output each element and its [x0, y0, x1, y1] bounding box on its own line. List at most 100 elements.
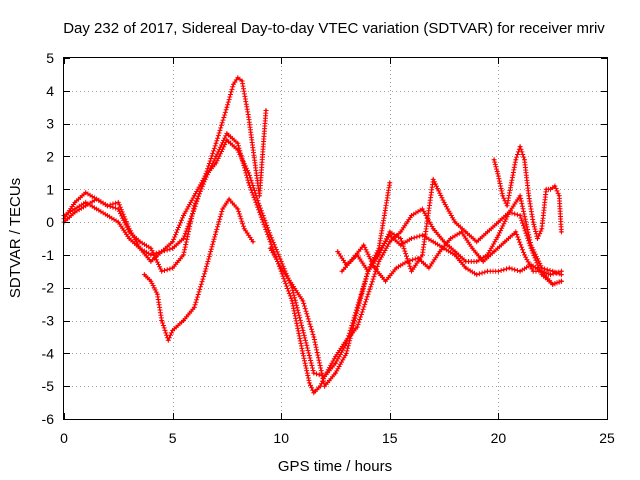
data-point: [503, 240, 507, 243]
data-point: [527, 194, 530, 197]
y-tick-label: -2: [42, 280, 55, 296]
data-point: [312, 335, 315, 339]
data-point: [486, 253, 489, 257]
data-point: [312, 391, 315, 394]
series-track-5: [267, 232, 564, 389]
data-point: [221, 207, 224, 211]
data-point: [345, 352, 348, 355]
data-point: [243, 227, 246, 230]
data-point: [497, 270, 500, 273]
data-point: [143, 273, 146, 276]
data-point: [356, 325, 359, 329]
chart-title: Day 232 of 2017, Sidereal Day-to-day VTE…: [63, 20, 605, 37]
data-point: [518, 194, 522, 197]
data-point: [138, 240, 142, 243]
data-point: [247, 181, 250, 184]
data-point: [540, 270, 543, 273]
data-point: [518, 214, 522, 217]
data-point: [225, 106, 229, 109]
data-point: [497, 234, 500, 237]
data-point: [128, 230, 131, 234]
data-point: [214, 142, 218, 145]
data-point: [518, 270, 522, 273]
data-point: [464, 230, 467, 234]
data-point: [560, 273, 563, 276]
data-point: [551, 283, 554, 286]
data-point: [95, 207, 98, 211]
data-point: [432, 240, 435, 243]
data-point: [301, 299, 305, 303]
data-point: [453, 220, 457, 224]
y-tick-labels: -6 -5 -4 -3 -2 -1 0 1 2 3 4 5: [42, 50, 55, 427]
x-tick-label: 15: [382, 430, 398, 446]
data-point: [251, 240, 255, 243]
y-tick-label: -5: [42, 378, 55, 394]
y-tick-label: -1: [42, 247, 55, 263]
data-point: [236, 148, 239, 152]
data-point: [377, 260, 381, 263]
data-point: [182, 237, 185, 240]
data-point: [264, 109, 268, 112]
data-point: [416, 257, 420, 260]
data-point: [560, 270, 563, 273]
data-point: [410, 270, 413, 273]
data-point: [453, 250, 457, 253]
data-point: [117, 207, 120, 211]
data-point: [510, 181, 513, 184]
data-point: [214, 155, 218, 158]
y-axis-label: SDTVAR / TECUs: [7, 178, 24, 298]
data-point: [438, 250, 441, 253]
y-tick-label: 1: [46, 181, 54, 197]
data-point: [171, 240, 174, 243]
data-point: [247, 115, 250, 119]
data-point: [410, 237, 413, 240]
data-point: [497, 174, 500, 178]
data-point: [280, 260, 283, 263]
data-point: [373, 266, 376, 270]
data-point: [149, 253, 153, 257]
data-point: [345, 339, 348, 342]
data-point: [471, 247, 474, 250]
data-point: [356, 309, 359, 312]
y-tick-label: 5: [46, 50, 54, 66]
data-point: [149, 247, 153, 250]
series-line: [341, 231, 562, 282]
data-point: [492, 250, 496, 253]
data-point: [334, 371, 337, 375]
data-point: [95, 197, 98, 201]
data-point: [362, 243, 365, 247]
data-point: [301, 329, 305, 332]
data-point: [388, 181, 391, 184]
data-point: [536, 237, 539, 240]
data-point: [366, 293, 370, 296]
data-point: [225, 132, 229, 135]
data-point: [171, 247, 174, 250]
data-point: [149, 280, 153, 283]
data-point: [334, 362, 337, 365]
data-point: [73, 201, 77, 204]
data-point: [117, 220, 120, 224]
x-tick-label: 25: [599, 430, 615, 446]
data-point: [236, 76, 239, 79]
data-point: [167, 339, 170, 342]
data-point: [482, 260, 485, 263]
data-point: [523, 158, 526, 161]
y-tick-label: 0: [46, 214, 54, 230]
data-point: [193, 306, 196, 309]
data-point: [532, 270, 535, 273]
data-point: [558, 194, 561, 197]
data-point: [464, 260, 467, 263]
data-point: [106, 214, 109, 217]
data-point: [523, 253, 526, 257]
data-point: [349, 260, 352, 263]
data-point: [532, 220, 535, 224]
data-point: [312, 371, 315, 375]
y-tick-label: -6: [42, 411, 55, 427]
data-point: [227, 197, 231, 201]
data-point: [395, 266, 398, 270]
data-point: [553, 184, 557, 188]
data-point: [399, 230, 402, 234]
data-point: [560, 230, 563, 234]
data-point: [529, 247, 533, 250]
